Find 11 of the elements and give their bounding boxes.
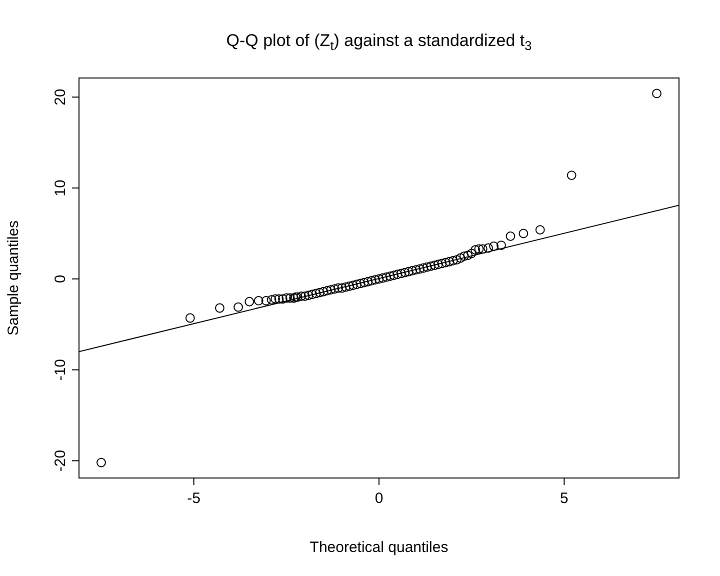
y-tick-label: -20 (52, 450, 69, 472)
chart-title: Q-Q plot of (Z$_{t}$) against a standardized t$_{3}$ (226, 31, 532, 53)
y-tick-label: -10 (52, 358, 69, 381)
x-tick-label: -5 (187, 490, 200, 507)
y-tick-label: 20 (52, 88, 69, 106)
x-axis-title: Theoretical quantiles (310, 539, 448, 556)
x-tick-label: 5 (560, 490, 568, 507)
y-tick-label: 0 (52, 274, 69, 284)
y-axis-title: Sample quantiles (5, 220, 22, 336)
y-tick-label: 10 (52, 180, 69, 196)
x-tick-label: 0 (374, 490, 384, 507)
